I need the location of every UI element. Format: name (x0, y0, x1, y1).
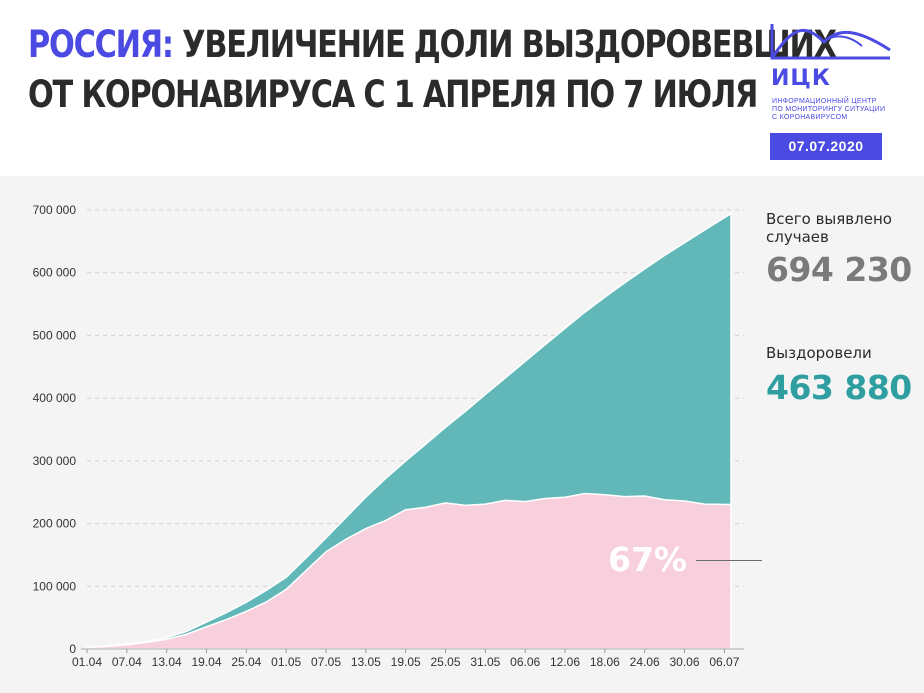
y-tick-label: 400 000 (33, 391, 77, 405)
date-badge: 07.07.2020 (770, 133, 882, 160)
x-tick-label: 19.05 (391, 655, 421, 669)
title-accent: РОССИЯ: (28, 23, 174, 66)
x-tick-label: 30.06 (670, 655, 700, 669)
y-tick-label: 100 000 (33, 579, 77, 593)
logo-line-1: ИНФОРМАЦИОННЫЙ ЦЕНТР (772, 98, 877, 105)
title-line-2: ОТ КОРОНАВИРУСА С 1 АПРЕЛЯ ПО 7 ИЮЛЯ (28, 73, 758, 116)
x-tick-label: 01.04 (72, 655, 102, 669)
recovered-label: Выздоровели (766, 344, 872, 362)
recovered-percent: 67% (608, 540, 687, 579)
y-tick-label: 500 000 (33, 328, 77, 342)
x-tick-label: 06.06 (510, 655, 540, 669)
logo-line-3: С КОРОНАВИРУСОМ (772, 114, 848, 121)
x-tick-label: 07.04 (112, 655, 142, 669)
logo-mountain-icon (770, 24, 891, 60)
x-tick-label: 01.05 (271, 655, 301, 669)
title-text: УВЕЛИЧЕНИЕ ДОЛИ ВЫЗДОРОВЕВШИХ (172, 23, 837, 66)
x-tick-label: 24.06 (630, 655, 660, 669)
total-label-line-1: Всего выявлено (766, 210, 892, 228)
area-chart: 0 100 000 200 000 300 000 400 000 500 000 600 … (33, 203, 744, 669)
callout-line (696, 560, 762, 561)
recovered-value: 463 880 (766, 368, 912, 407)
logo-line-2: ПО МОНИТОРИНГУ СИТУАЦИИ (772, 106, 886, 113)
y-tick-label: 200 000 (33, 517, 77, 531)
active-cases-area (86, 492, 732, 650)
header: РОССИЯ: УВЕЛИЧЕНИЕ ДОЛИ ВЫЗДОРОВЕВШИХ ОТ… (0, 0, 924, 176)
total-value: 694 230 (766, 250, 912, 289)
x-tick-label: 13.04 (152, 655, 182, 669)
x-tick-label: 07.05 (311, 655, 341, 669)
chart-areas (86, 212, 732, 650)
x-axis-ticks: 01.04 07.04 13.04 19.04 25.04 01.05 07.05 13.05… (72, 648, 744, 669)
total-block: Всего выявлено случаев 694 230 (766, 210, 916, 289)
y-tick-label: 300 000 (33, 454, 77, 468)
chart-panel: 0 100 000 200 000 300 000 400 000 500 000 600 … (0, 176, 924, 693)
logo-name: ИЦК (771, 66, 831, 91)
y-tick-label: 700 000 (33, 203, 77, 217)
total-label: Всего выявлено случаев (766, 210, 916, 246)
x-tick-label: 12.06 (550, 655, 580, 669)
y-tick-label: 0 (69, 642, 76, 656)
logo-subtitle: ИНФОРМАЦИОННЫЙ ЦЕНТР ПО МОНИТОРИНГУ СИТУ… (772, 98, 885, 122)
x-tick-label: 31.05 (470, 655, 500, 669)
total-label-line-2: случаев (766, 228, 829, 246)
x-tick-label: 19.04 (191, 655, 221, 669)
recovered-block: Выздоровели 463 880 (766, 344, 916, 407)
logo: ИЦК ИНФОРМАЦИОННЫЙ ЦЕНТР ПО МОНИТОРИНГУ … (766, 20, 896, 165)
x-tick-label: 13.05 (351, 655, 381, 669)
page-title: РОССИЯ: УВЕЛИЧЕНИЕ ДОЛИ ВЫЗДОРОВЕВШИХ ОТ… (28, 20, 837, 120)
y-axis-ticks: 0 100 000 200 000 300 000 400 000 500 000 600 … (33, 203, 77, 656)
x-tick-label: 18.06 (590, 655, 620, 669)
x-tick-label: 25.05 (430, 655, 460, 669)
x-tick-label: 06.07 (709, 655, 739, 669)
x-tick-label: 25.04 (231, 655, 261, 669)
y-tick-label: 600 000 (33, 266, 77, 280)
